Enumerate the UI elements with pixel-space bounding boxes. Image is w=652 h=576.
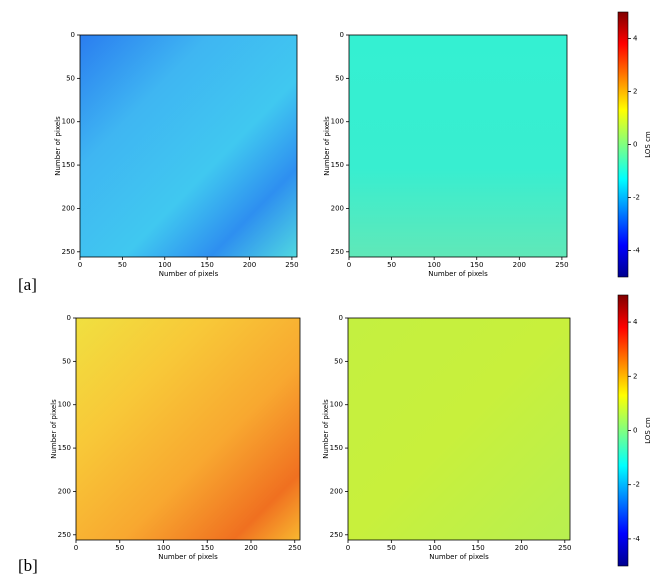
heatmap-image <box>75 317 301 541</box>
y-tick-label: 200 <box>330 487 343 495</box>
y-axis-label: Number of pixels <box>323 116 331 176</box>
x-tick-label: 150 <box>471 544 484 552</box>
y-tick-label: 150 <box>331 161 344 169</box>
y-tick-label: 250 <box>331 248 344 256</box>
y-tick-label: 0 <box>71 31 75 39</box>
x-tick-label: 50 <box>115 544 124 552</box>
y-tick-label: 0 <box>340 31 344 39</box>
colorbar-tick-label: 0 <box>633 141 637 149</box>
y-axis-label: Number of pixels <box>54 116 62 176</box>
x-tick-label: 150 <box>201 544 214 552</box>
colorbar <box>617 294 629 567</box>
y-tick-label: 250 <box>62 248 75 256</box>
colorbar-tick-label: 0 <box>633 427 637 435</box>
x-tick-label: 0 <box>74 544 78 552</box>
x-tick-label: 200 <box>515 544 528 552</box>
x-tick-label: 100 <box>427 261 440 269</box>
x-tick-label: 50 <box>118 261 127 269</box>
y-tick-label: 200 <box>58 487 71 495</box>
colorbar-tick-label: -2 <box>633 194 640 202</box>
heatmap-image <box>347 317 571 541</box>
y-axis-label: Number of pixels <box>50 399 58 459</box>
colorbar-label: LOS cm <box>644 417 652 444</box>
y-axis-label: Number of pixels <box>322 399 330 459</box>
y-tick-label: 200 <box>62 204 75 212</box>
y-tick-label: 0 <box>67 314 71 322</box>
y-tick-label: 150 <box>58 444 71 452</box>
heatmap-image <box>348 34 568 258</box>
colorbar-tick-label: -4 <box>633 247 641 255</box>
heatmap-image <box>79 34 298 258</box>
y-tick-label: 250 <box>58 531 71 539</box>
x-tick-label: 0 <box>347 261 351 269</box>
x-tick-label: 250 <box>285 261 298 269</box>
x-axis-label: Number of pixels <box>159 270 219 278</box>
x-tick-label: 250 <box>555 261 568 269</box>
y-tick-label: 150 <box>62 161 75 169</box>
x-tick-label: 250 <box>558 544 571 552</box>
x-tick-label: 100 <box>158 261 171 269</box>
colorbar-tick-label: -4 <box>633 535 641 543</box>
y-tick-label: 150 <box>330 444 343 452</box>
y-tick-label: 100 <box>62 118 75 126</box>
colorbar-tick-label: 4 <box>633 318 638 326</box>
colorbar-tick-label: 2 <box>633 372 637 380</box>
y-tick-label: 50 <box>62 357 71 365</box>
x-tick-label: 50 <box>387 544 396 552</box>
x-tick-label: 250 <box>288 544 301 552</box>
y-tick-label: 50 <box>335 74 344 82</box>
y-tick-label: 100 <box>58 401 71 409</box>
colorbar-tick-label: 4 <box>633 35 638 43</box>
y-tick-label: 50 <box>66 74 75 82</box>
y-tick-label: 50 <box>334 357 343 365</box>
x-axis-label: Number of pixels <box>429 553 489 561</box>
colorbar <box>617 11 629 278</box>
y-tick-label: 200 <box>331 204 344 212</box>
y-tick-label: 0 <box>339 314 343 322</box>
y-tick-label: 250 <box>330 531 343 539</box>
x-tick-label: 100 <box>157 544 170 552</box>
panel-label: [b] <box>18 556 38 575</box>
x-tick-label: 200 <box>513 261 526 269</box>
x-tick-label: 100 <box>428 544 441 552</box>
y-tick-label: 100 <box>331 118 344 126</box>
colorbar-tick-label: 2 <box>633 88 637 96</box>
x-tick-label: 150 <box>200 261 213 269</box>
x-axis-label: Number of pixels <box>428 270 488 278</box>
x-tick-label: 50 <box>387 261 396 269</box>
panel-label: [a] <box>18 275 37 294</box>
x-tick-label: 200 <box>243 261 256 269</box>
colorbar-tick-label: -2 <box>633 481 640 489</box>
x-axis-label: Number of pixels <box>158 553 218 561</box>
x-tick-label: 0 <box>346 544 350 552</box>
colorbar-label: LOS cm <box>644 131 652 158</box>
x-tick-label: 0 <box>78 261 82 269</box>
y-tick-label: 100 <box>330 401 343 409</box>
x-tick-label: 200 <box>244 544 257 552</box>
x-tick-label: 150 <box>470 261 483 269</box>
